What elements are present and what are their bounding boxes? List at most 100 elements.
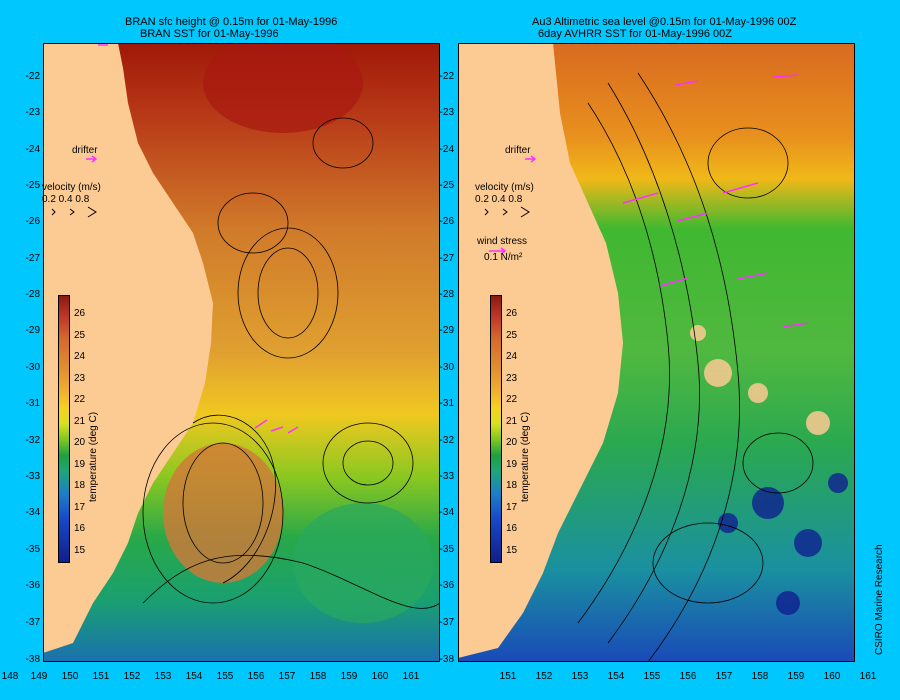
y-tick-right: -26: [439, 216, 454, 227]
y-tick-right: -34: [439, 507, 454, 518]
x-tick-left: 148: [1, 671, 19, 682]
cb-tick: 21: [506, 416, 518, 427]
cb-tick: 25: [506, 330, 518, 341]
y-tick-right: -31: [439, 398, 454, 409]
right-drifter-arrow-icon: [525, 155, 537, 163]
y-tick-left: -29: [25, 325, 40, 336]
cb-tick: 26: [506, 308, 518, 319]
right-sst-map: [458, 43, 855, 662]
credit-text: CSIRO Marine Research: [874, 544, 885, 655]
left-velocity-label: velocity (m/s): [42, 182, 101, 193]
y-tick-left: -22: [25, 71, 40, 82]
y-tick-right: -37: [439, 617, 454, 628]
right-title-line1: Au3 Altimetric sea level @0.15m for 01-M…: [532, 16, 797, 28]
x-tick-right: 152: [535, 671, 553, 682]
x-tick-left: 161: [402, 671, 420, 682]
y-tick-right: -28: [439, 289, 454, 300]
wind-stress-label: wind stress: [477, 236, 528, 247]
cb-tick: 24: [74, 351, 86, 362]
right-map-panel: [458, 43, 855, 662]
x-tick-left: 153: [154, 671, 172, 682]
x-tick-left: 151: [92, 671, 110, 682]
left-drifter-arrow-icon: [86, 155, 98, 163]
x-tick-right: 151: [499, 671, 517, 682]
x-tick-left: 155: [216, 671, 234, 682]
x-tick-right: 158: [751, 671, 769, 682]
x-tick-right: 157: [715, 671, 733, 682]
y-tick-left: -30: [25, 362, 40, 373]
cb-tick: 20: [74, 437, 86, 448]
x-tick-left: 157: [278, 671, 296, 682]
cb-tick: 23: [506, 373, 518, 384]
y-tick-right: -25: [439, 180, 454, 191]
cb-tick: 19: [74, 459, 86, 470]
cb-tick: 25: [74, 330, 86, 341]
x-tick-left: 152: [123, 671, 141, 682]
right-colorbar-title: temperature (deg C): [520, 411, 531, 502]
y-tick-left: -37: [25, 617, 40, 628]
cb-tick: 15: [506, 545, 518, 556]
cb-tick: 17: [74, 502, 86, 513]
cb-tick: 22: [74, 394, 86, 405]
y-tick-right: -32: [439, 435, 454, 446]
y-tick-right: -38: [439, 654, 454, 665]
cb-tick: 26: [74, 308, 86, 319]
y-tick-left: -31: [25, 398, 40, 409]
x-tick-left: 159: [340, 671, 358, 682]
right-drifter-label: drifter: [505, 145, 531, 156]
y-tick-left: -36: [25, 580, 40, 591]
left-velocity-scale: 0.2 0.4 0.8: [42, 194, 90, 205]
wind-stress-scale: 0.1 N/m²: [484, 252, 523, 263]
y-tick-right: -33: [439, 471, 454, 482]
y-tick-left: -33: [25, 471, 40, 482]
y-tick-right: -35: [439, 544, 454, 555]
cb-tick: 17: [506, 502, 518, 513]
cb-tick: 16: [74, 523, 86, 534]
cb-tick: 21: [74, 416, 86, 427]
y-tick-left: -23: [25, 107, 40, 118]
cb-tick: 22: [506, 394, 518, 405]
x-tick-right: 153: [571, 671, 589, 682]
y-tick-left: -38: [25, 654, 40, 665]
cb-tick: 19: [506, 459, 518, 470]
cb-tick: 20: [506, 437, 518, 448]
left-title-line2: BRAN SST for 01-May-1996: [140, 28, 279, 40]
x-tick-left: 150: [61, 671, 79, 682]
y-tick-left: -24: [25, 144, 40, 155]
x-tick-left: 149: [30, 671, 48, 682]
x-tick-right: 161: [859, 671, 877, 682]
x-tick-right: 156: [679, 671, 697, 682]
left-map-panel: [43, 43, 440, 662]
wind-stress-arrow-icon: [489, 247, 507, 255]
y-tick-left: -25: [25, 180, 40, 191]
y-tick-right: -24: [439, 144, 454, 155]
y-tick-left: -35: [25, 544, 40, 555]
x-tick-left: 160: [371, 671, 389, 682]
right-velocity-label: velocity (m/s): [475, 182, 534, 193]
right-velocity-scale: 0.2 0.4 0.8: [475, 194, 523, 205]
y-tick-left: -28: [25, 289, 40, 300]
left-colorbar: [58, 295, 70, 563]
right-colorbar: [490, 295, 502, 563]
left-drifter-label: drifter: [72, 145, 98, 156]
x-tick-right: 160: [823, 671, 841, 682]
cb-tick: 24: [506, 351, 518, 362]
x-tick-left: 158: [309, 671, 327, 682]
cb-tick: 23: [74, 373, 86, 384]
x-tick-right: 155: [643, 671, 661, 682]
cb-tick: 18: [506, 480, 518, 491]
cb-tick: 16: [506, 523, 518, 534]
y-tick-left: -34: [25, 507, 40, 518]
right-title-line2: 6day AVHRR SST for 01-May-1996 00Z: [538, 28, 733, 40]
x-tick-left: 154: [185, 671, 203, 682]
cb-tick: 18: [74, 480, 86, 491]
x-tick-left: 156: [247, 671, 265, 682]
y-tick-right: -30: [439, 362, 454, 373]
left-colorbar-title: temperature (deg C): [88, 411, 99, 502]
cb-tick: 15: [74, 545, 86, 556]
y-tick-left: -27: [25, 253, 40, 264]
y-tick-right: -36: [439, 580, 454, 591]
left-title-line1: BRAN sfc height @ 0.15m for 01-May-1996: [125, 16, 338, 28]
y-tick-right: -29: [439, 325, 454, 336]
left-velocity-arrows-icon: [51, 206, 97, 218]
